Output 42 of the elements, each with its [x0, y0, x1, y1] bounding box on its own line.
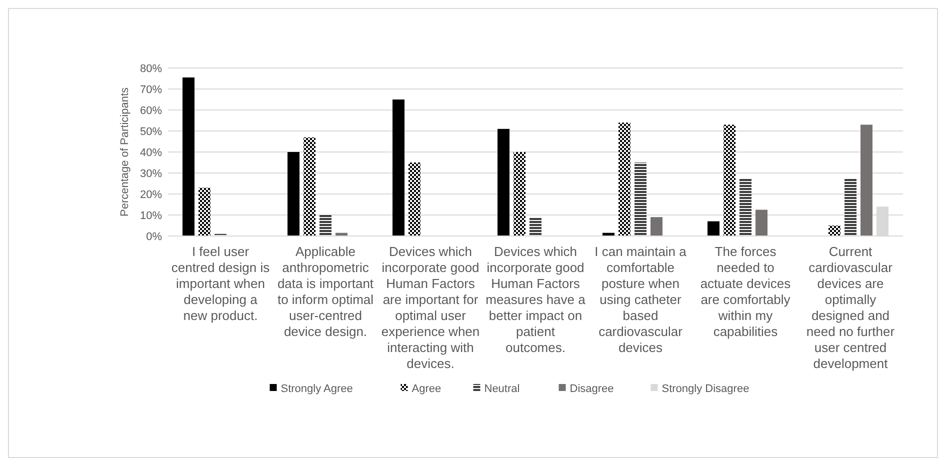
bar: [304, 137, 316, 236]
bar: [618, 122, 630, 236]
y-tick-label: 0%: [146, 230, 162, 243]
y-tick-label: 60%: [140, 104, 162, 117]
x-tick-label: I can maintain a comfortable posture when using catheter based cardiovascular devices: [594, 244, 688, 355]
bar: [634, 162, 646, 236]
legend-label: Neutral: [484, 382, 520, 395]
bar: [498, 128, 510, 236]
bar: [650, 217, 662, 236]
bar: [740, 178, 752, 236]
bar: [320, 214, 332, 236]
x-tick-label: Devices which incorporate good Human Factors measures have a better impact on patient outcomes.: [486, 244, 586, 355]
legend-label: Agree: [412, 382, 442, 395]
bar: [860, 124, 872, 236]
bar: [530, 217, 542, 236]
y-tick-label: 50%: [140, 126, 162, 138]
bar: [408, 162, 420, 236]
y-tick-label: 40%: [140, 146, 162, 159]
y-tick-label: 70%: [140, 84, 162, 96]
bar: [724, 124, 736, 236]
bar: [392, 100, 404, 236]
y-tick-label: 20%: [140, 188, 162, 201]
bar: [198, 188, 210, 236]
x-tick-label: Applicable anthropometric data is important to inform optimal user-centred device design.: [277, 244, 374, 339]
legend-label: Strongly Agree: [280, 382, 353, 395]
y-tick-label: 30%: [140, 168, 162, 180]
y-tick-label: 80%: [140, 62, 162, 75]
legend-label: Strongly Disagree: [662, 382, 750, 395]
bar: [288, 152, 300, 236]
legend-label: Disagree: [570, 382, 614, 395]
bar: [514, 152, 526, 236]
y-axis-title: Percentage of Participants: [119, 86, 131, 217]
x-tick-label: I feel user centred design is important when developing a new product.: [171, 244, 270, 323]
bar: [844, 178, 856, 236]
bar: [182, 77, 194, 236]
bar: [708, 221, 720, 236]
x-tick-label: The forces needed to actuate devices are comfortably within my capabilities: [700, 244, 792, 339]
x-tick-label: Current cardiovascular devices are optimally designed and need no further user centred development: [806, 244, 896, 371]
bar: [756, 210, 768, 236]
y-tick-label: 10%: [140, 210, 162, 222]
x-tick-label: Devices which incorporate good Human Factors are important for optimal user experience when interacting with devices.: [381, 244, 480, 371]
bar: [828, 226, 840, 236]
